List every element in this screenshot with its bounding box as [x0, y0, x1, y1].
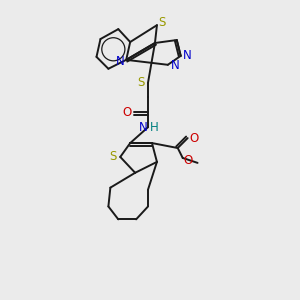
- Text: O: O: [183, 154, 192, 167]
- Text: O: O: [189, 132, 198, 145]
- Text: S: S: [110, 150, 117, 164]
- Text: H: H: [150, 121, 158, 134]
- Text: S: S: [158, 16, 166, 29]
- Text: S: S: [137, 76, 145, 89]
- Text: N: N: [183, 50, 192, 62]
- Text: N: N: [170, 59, 179, 72]
- Text: O: O: [123, 106, 132, 119]
- Text: N: N: [139, 121, 147, 134]
- Text: N: N: [116, 55, 125, 68]
